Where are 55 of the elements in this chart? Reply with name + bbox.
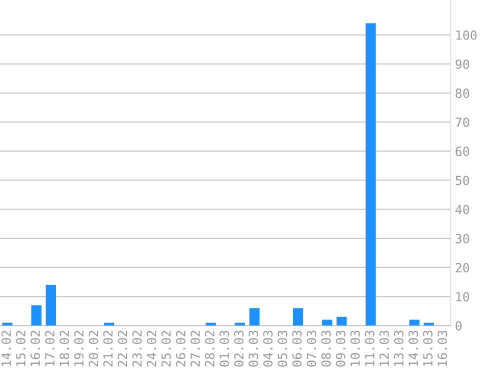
x-tick-label: 28.02 (205, 330, 214, 366)
y-tick-label: 10 (456, 292, 470, 302)
bar (322, 320, 332, 326)
x-tick-label: 24.02 (146, 330, 156, 366)
y-tick-label: 80 (456, 88, 470, 98)
x-tick-label: 14.02 (1, 330, 11, 366)
x-tick-label: 05.03 (278, 330, 288, 367)
y-tick-label: 60 (456, 146, 470, 156)
x-tick-label: 17.02 (45, 330, 55, 366)
y-tick-label: 30 (456, 234, 470, 244)
x-tick-label: 22.02 (118, 330, 128, 366)
x-tick-label: 20.02 (88, 330, 98, 366)
x-tick-label: 16.03 (438, 330, 448, 366)
x-tick-label: 08.03 (321, 330, 331, 367)
y-tick-label: 70 (456, 118, 470, 128)
x-tick-label: 06.03 (292, 330, 302, 367)
y-tick-label: 40 (455, 204, 470, 214)
bar (292, 308, 304, 326)
bar (336, 316, 347, 326)
x-tick-label: 13.03 (394, 330, 404, 366)
x-tick-label: 21.02 (103, 330, 113, 366)
x-tick-label: 14.03 (408, 330, 418, 366)
bar (31, 305, 42, 326)
y-tick-label: 20 (456, 262, 470, 272)
bar (249, 308, 260, 326)
x-tick-label: 11.03 (364, 330, 374, 366)
x-tick-label: 16.02 (30, 330, 40, 366)
x-tick-label: 23.02 (132, 330, 142, 366)
bar (366, 23, 376, 326)
y-tick-label: 100 (456, 30, 477, 40)
bar (409, 320, 420, 326)
bar (104, 322, 114, 326)
y-tick-label: 50 (456, 176, 470, 186)
bar (2, 322, 12, 326)
x-tick-label: 19.02 (74, 330, 84, 366)
x-tick-label: 02.03 (234, 330, 244, 367)
x-tick-label: 09.03 (336, 330, 346, 367)
x-tick-label: 03.03 (248, 330, 258, 367)
bar (424, 322, 434, 326)
x-tick-label: 01.03 (220, 330, 230, 367)
bar (46, 284, 56, 326)
x-tick-label: 10.03 (350, 330, 360, 366)
x-tick-label: 18.02 (60, 330, 70, 366)
x-tick-label: 12.03 (379, 330, 389, 366)
bar (234, 322, 245, 326)
y-tick-label: 0 (456, 321, 462, 331)
bar (206, 322, 216, 326)
y-tick-label: 90 (456, 59, 470, 69)
x-tick-label: 04.03 (263, 330, 273, 367)
x-tick-label: 07.03 (306, 330, 316, 367)
x-tick-label: 27.02 (190, 330, 200, 366)
x-tick-label: 15.02 (16, 330, 26, 366)
x-tick-label: 26.02 (176, 330, 186, 366)
x-tick-label: 25.02 (161, 330, 171, 366)
x-tick-label: 15.03 (423, 330, 433, 366)
